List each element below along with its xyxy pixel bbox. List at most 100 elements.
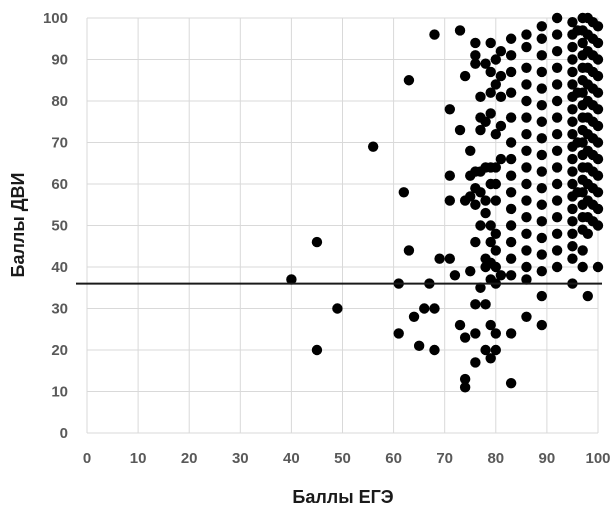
data-point [521,312,531,322]
data-point [567,204,577,214]
data-point [470,299,480,309]
data-point [399,187,409,197]
data-point [496,154,506,164]
grid [87,18,598,433]
data-point [521,229,531,239]
data-point [506,328,516,338]
data-point [506,50,516,60]
data-point [552,79,562,89]
data-point [470,237,480,247]
data-point [521,96,531,106]
y-tick-label: 60 [51,176,68,193]
data-point [537,216,547,226]
data-point [537,100,547,110]
data-point [593,187,603,197]
data-point [312,237,322,247]
data-point [445,171,455,181]
data-point [496,46,506,56]
x-tick-label: 100 [585,450,610,467]
data-point [506,137,516,147]
x-tick-label: 90 [539,450,556,467]
data-point [470,58,480,68]
data-point [496,92,506,102]
data-point [567,254,577,264]
data-point [537,266,547,276]
data-point [537,117,547,127]
data-point [537,150,547,160]
data-point [506,220,516,230]
data-point [475,92,485,102]
data-point [460,71,470,81]
data-point [567,54,577,64]
data-point [521,42,531,52]
data-point [593,71,603,81]
data-point [552,46,562,56]
data-point [552,63,562,73]
data-point [506,112,516,122]
data-point [434,254,444,264]
data-point [491,195,501,205]
data-point [593,38,603,48]
data-point [485,38,495,48]
y-tick-label: 90 [51,52,68,69]
data-point [485,67,495,77]
data-point [460,332,470,342]
data-point [567,229,577,239]
data-point [552,195,562,205]
y-tick-label: 20 [51,342,68,359]
data-point [593,21,603,31]
y-axis-title: Баллы ДВИ [8,173,28,278]
data-point [521,245,531,255]
data-point [537,83,547,93]
data-point [419,303,429,313]
data-point [537,291,547,301]
x-tick-label: 80 [487,450,504,467]
data-point [552,146,562,156]
y-tick-label: 100 [43,10,68,27]
data-point [537,133,547,143]
x-tick-label: 30 [232,450,249,467]
data-point [480,208,490,218]
data-point [593,171,603,181]
data-point [593,121,603,131]
data-point [537,249,547,259]
data-point [521,79,531,89]
data-point [312,345,322,355]
x-tick-label: 10 [130,450,147,467]
data-point [455,125,465,135]
data-point [496,270,506,280]
data-point [567,117,577,127]
y-tick-label: 40 [51,259,68,276]
data-point [485,108,495,118]
data-point [506,204,516,214]
data-point [404,75,414,85]
data-point [506,88,516,98]
data-point [567,104,577,114]
data-point [460,382,470,392]
data-point [521,112,531,122]
x-tick-label: 0 [83,450,91,467]
data-point [429,29,439,39]
data-point [491,345,501,355]
data-point [475,220,485,230]
data-point [552,112,562,122]
data-point [552,212,562,222]
x-axis-title: Баллы ЕГЭ [292,487,393,507]
data-point [552,245,562,255]
data-point [480,195,490,205]
x-tick-label: 60 [385,450,402,467]
x-tick-label: 70 [436,450,453,467]
data-point [470,200,480,210]
data-point [552,29,562,39]
data-point [521,262,531,272]
y-tick-label: 70 [51,135,68,152]
data-point [470,38,480,48]
data-point [404,245,414,255]
data-point [506,154,516,164]
data-point [583,229,593,239]
data-point [552,179,562,189]
data-point [506,34,516,44]
data-point [445,254,455,264]
data-point [491,229,501,239]
